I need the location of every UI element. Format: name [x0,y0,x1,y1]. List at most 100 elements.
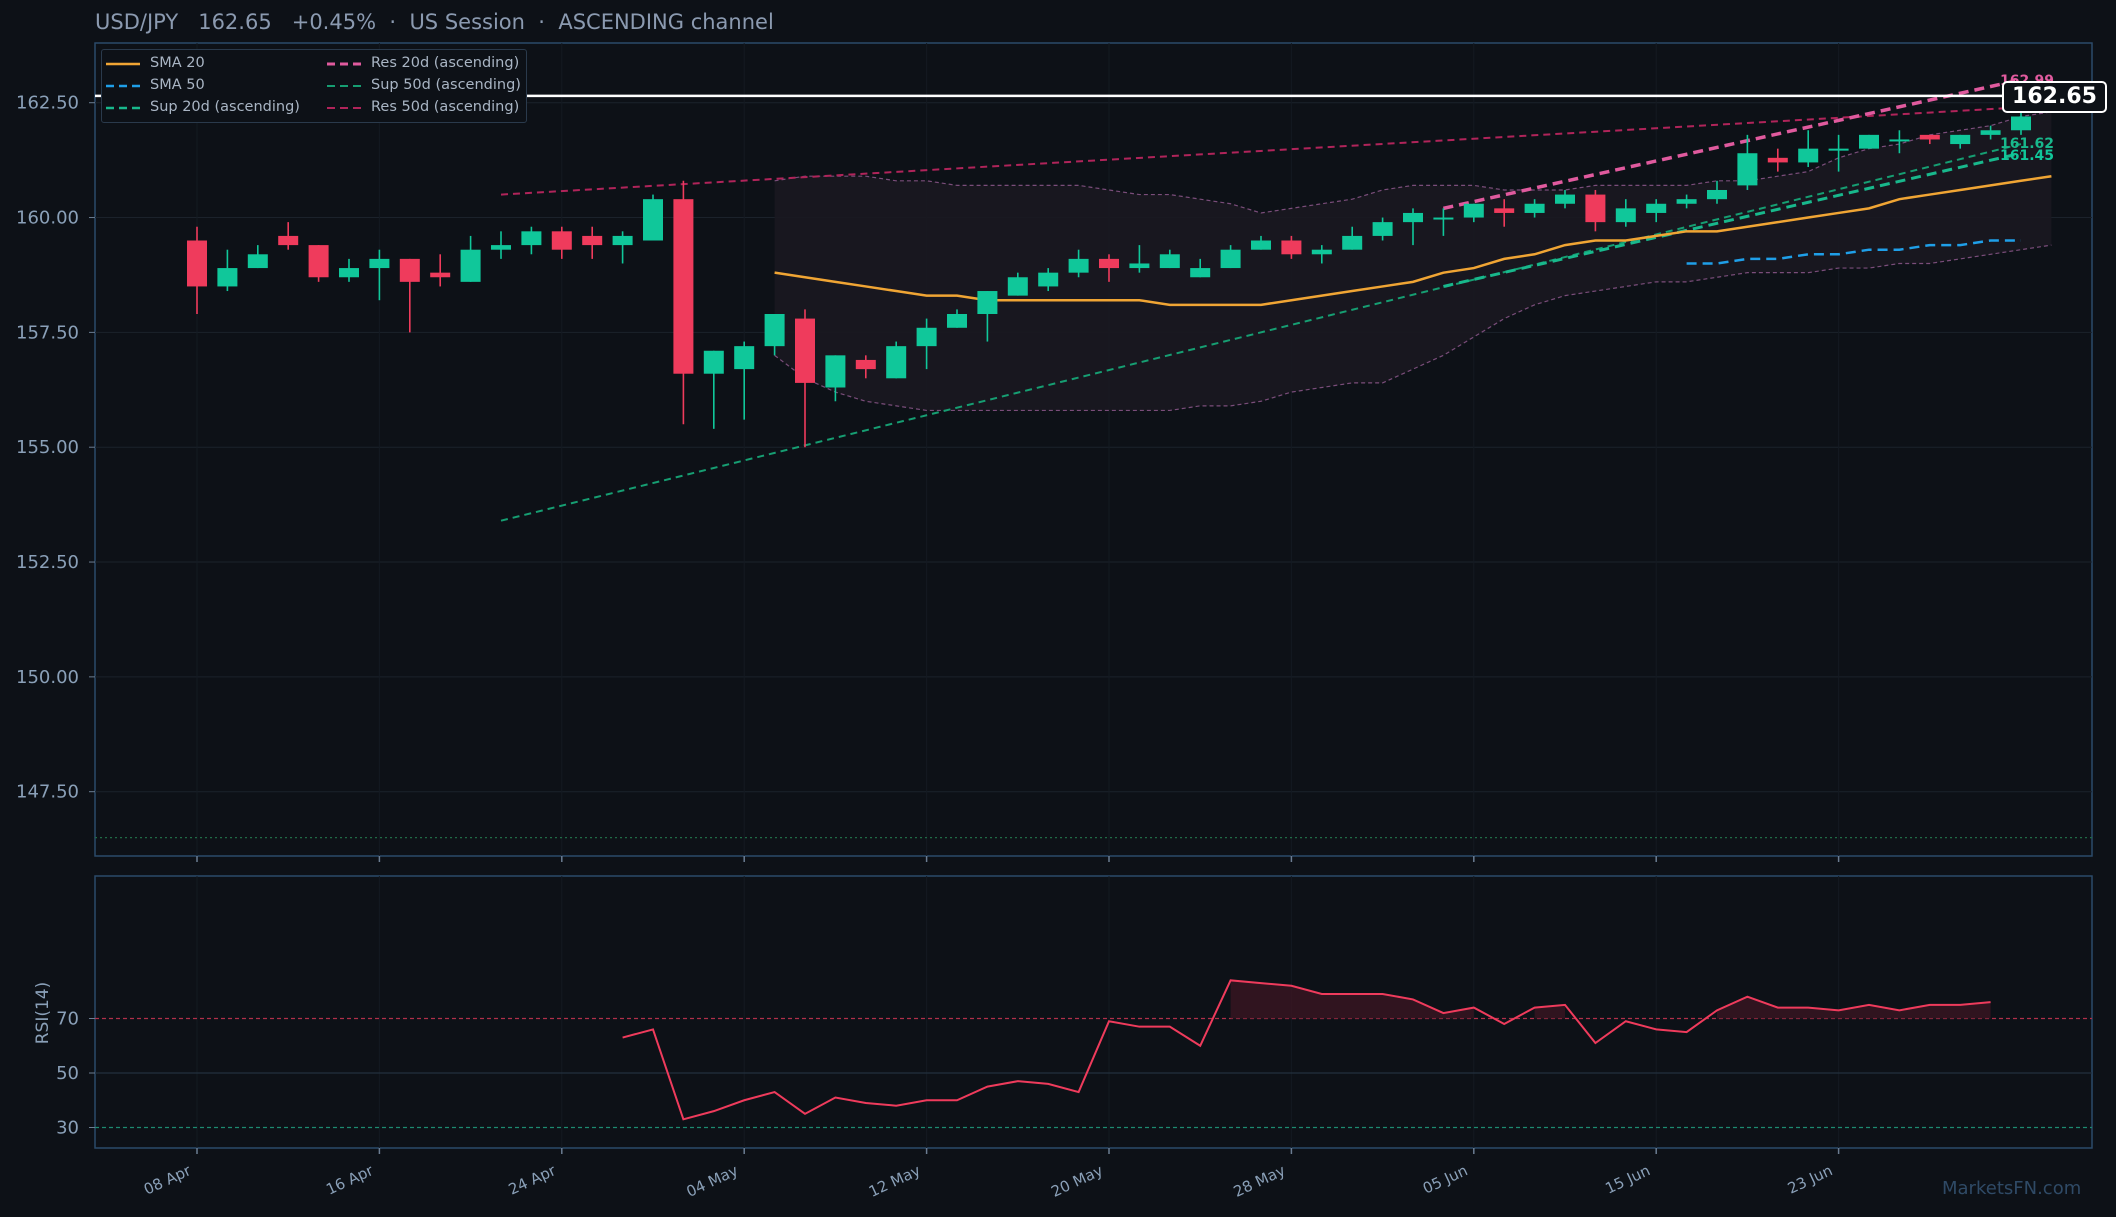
candle-body [795,318,815,383]
candle-body [2011,116,2031,131]
candle-body [673,199,694,374]
candle-body [1950,134,1971,145]
candle-body [1889,139,1910,142]
candle-body [1767,157,1788,163]
x-tick-label: 15 Jun [1602,1161,1652,1197]
candle-body [764,314,785,347]
change-label: +0.45% [291,10,377,34]
x-tick-label: 23 Jun [1785,1161,1835,1197]
candle-body [1190,268,1211,278]
rsi-axis-label: RSI(14) [33,982,53,1045]
band-fill [774,111,2052,411]
candle-body [1524,203,1545,213]
candle-body [1828,148,1849,151]
candle-body [1555,194,1575,204]
rsi-line [622,979,1991,1121]
candle-body [1159,254,1180,269]
legend-entry-sup50: Sup 50d (ascending) [327,77,521,93]
candle-body [825,355,846,388]
band-upper-line [774,111,2052,214]
candle-body [643,199,663,241]
x-tick-label: 16 Apr [323,1161,377,1199]
candle-body [217,268,238,287]
rsi-tick-label: 30 [56,1118,79,1139]
candle-body [1707,189,1727,200]
candle-body [855,359,876,370]
candle-body [1007,277,1028,296]
candle-body [430,272,451,278]
legend-entry-sma20: SMA 20 [106,55,205,71]
candle-body [582,235,603,246]
candle-body [1311,249,1332,255]
candle-body [308,245,329,278]
trend-line [1443,151,2022,288]
x-tick-label: 05 Jun [1420,1161,1470,1197]
price-panel [94,42,2093,857]
candle-body [1463,203,1484,218]
y-tick-label: 160.00 [16,208,79,229]
candle-body [1038,272,1059,287]
candle-body [977,291,998,314]
candle-body [1433,217,1454,220]
y-tick-label: 150.00 [16,667,79,688]
candle-body [1646,203,1667,213]
candle-body [1615,208,1636,223]
candle-body [551,231,572,250]
candle-body [1585,194,1606,223]
session-label: US Session [409,10,525,34]
x-tick-label: 12 May [866,1161,923,1201]
candle-body [1342,235,1363,250]
candle-body [339,268,359,278]
pair-label: USD/JPY [95,10,179,34]
candle-body [1129,263,1150,269]
rsi-tick-label: 70 [56,1009,79,1030]
candle-body [278,235,299,246]
line-value-label: 161.62 [2000,136,2054,152]
rsi-tick-label: 50 [56,1063,79,1084]
last-price-tag: 162.65 [2002,81,2107,113]
candle-body [247,254,268,269]
candle-body [1737,153,1758,186]
candle-body [1676,199,1697,204]
rsi-overbought-fill [1230,980,1474,1019]
candle-body [369,258,390,269]
x-tick-label: 04 May [684,1161,741,1201]
candle-body [886,346,907,379]
trend-line [1443,78,2022,211]
candle-body [612,235,633,246]
rsi-overbought-fill [1717,996,1991,1019]
watermark: MarketsFN.com [1942,1178,2082,1199]
price-label: 162.65 [198,10,272,34]
candle-body [1919,134,1940,140]
trend-line [500,143,2022,522]
legend-entry-sma50: SMA 50 [106,77,205,93]
y-tick-label: 152.50 [16,552,79,573]
x-tick-label: 20 May [1048,1161,1105,1201]
candle-body [1099,258,1119,269]
legend-entry-sup20: Sup 20d (ascending) [106,99,300,115]
candle-body [1251,240,1271,250]
chart-title: USD/JPY 162.65 +0.45% · US Session · ASC… [95,10,774,34]
separator-dot: · [538,10,545,34]
band-lower-line [774,244,2052,412]
legend-entry-res50: Res 50d (ascending) [327,99,520,115]
legend-entry-res20: Res 20d (ascending) [327,55,520,71]
chart-legend: SMA 20 SMA 50 Sup 20d (ascending) Res 20… [101,49,527,123]
separator-dot: · [389,10,397,34]
candle-body [1220,249,1241,269]
candle-body [1281,240,1302,255]
candle-body [187,240,207,287]
candle-body [1372,222,1393,236]
rsi-overbought-fill [1534,1004,1565,1019]
channel-label: ASCENDING channel [558,10,774,34]
trend-line [500,106,2022,196]
candle-body [734,346,755,370]
candle-body [703,350,724,374]
candle-body [460,249,481,282]
candle-body [1798,148,1819,163]
candle-body [947,314,967,328]
candle-body [521,231,542,246]
y-tick-label: 155.00 [16,437,79,458]
candle-body [399,258,420,282]
